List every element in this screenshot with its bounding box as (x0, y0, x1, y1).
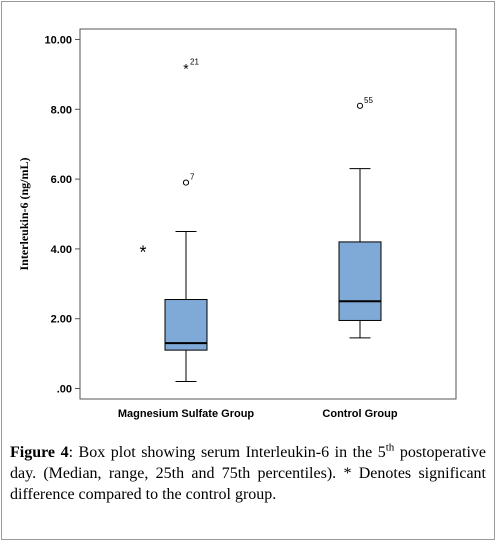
y-tick-label: 10.00 (44, 34, 72, 46)
y-axis-ticks: .00 2.00 4.00 6.00 8.00 10.00 (44, 34, 80, 396)
extreme-point: * (183, 60, 189, 76)
outlier-label: 55 (364, 96, 373, 105)
figure-caption: Figure 4: Box plot showing serum Interle… (10, 442, 486, 505)
caption-label: Figure 4 (10, 444, 69, 461)
y-tick-label: 4.00 (51, 244, 72, 256)
outlier-label: 21 (190, 57, 199, 66)
caption-superscript: th (385, 441, 395, 454)
box-group: 7 * 21 (164, 57, 208, 383)
x-axis-categories: Magnesium Sulfate Group Control Group (118, 408, 398, 420)
box-group: 55 (338, 96, 382, 339)
caption-text-1: : Box plot showing serum Interleukin-6 i… (68, 444, 386, 461)
plot-area (79, 28, 457, 400)
x-category-label: Magnesium Sulfate Group (118, 408, 255, 420)
y-tick-label: 8.00 (51, 104, 72, 116)
iqr-box (338, 241, 382, 321)
outlier-point (356, 102, 364, 109)
caption-text-2: postoperative day. (Median, range, 25th … (10, 444, 487, 503)
y-tick-label: 2.00 (51, 314, 72, 326)
significance-marker: * (139, 243, 146, 263)
y-axis-label: Interleukin-6 (ng/mL) (17, 157, 31, 270)
y-tick-label: .00 (57, 384, 72, 396)
iqr-box (164, 299, 208, 351)
y-tick-label: 6.00 (51, 174, 72, 186)
x-category-label: Control Group (322, 408, 397, 420)
outlier-point (182, 179, 190, 186)
outlier-label: 7 (190, 173, 195, 182)
